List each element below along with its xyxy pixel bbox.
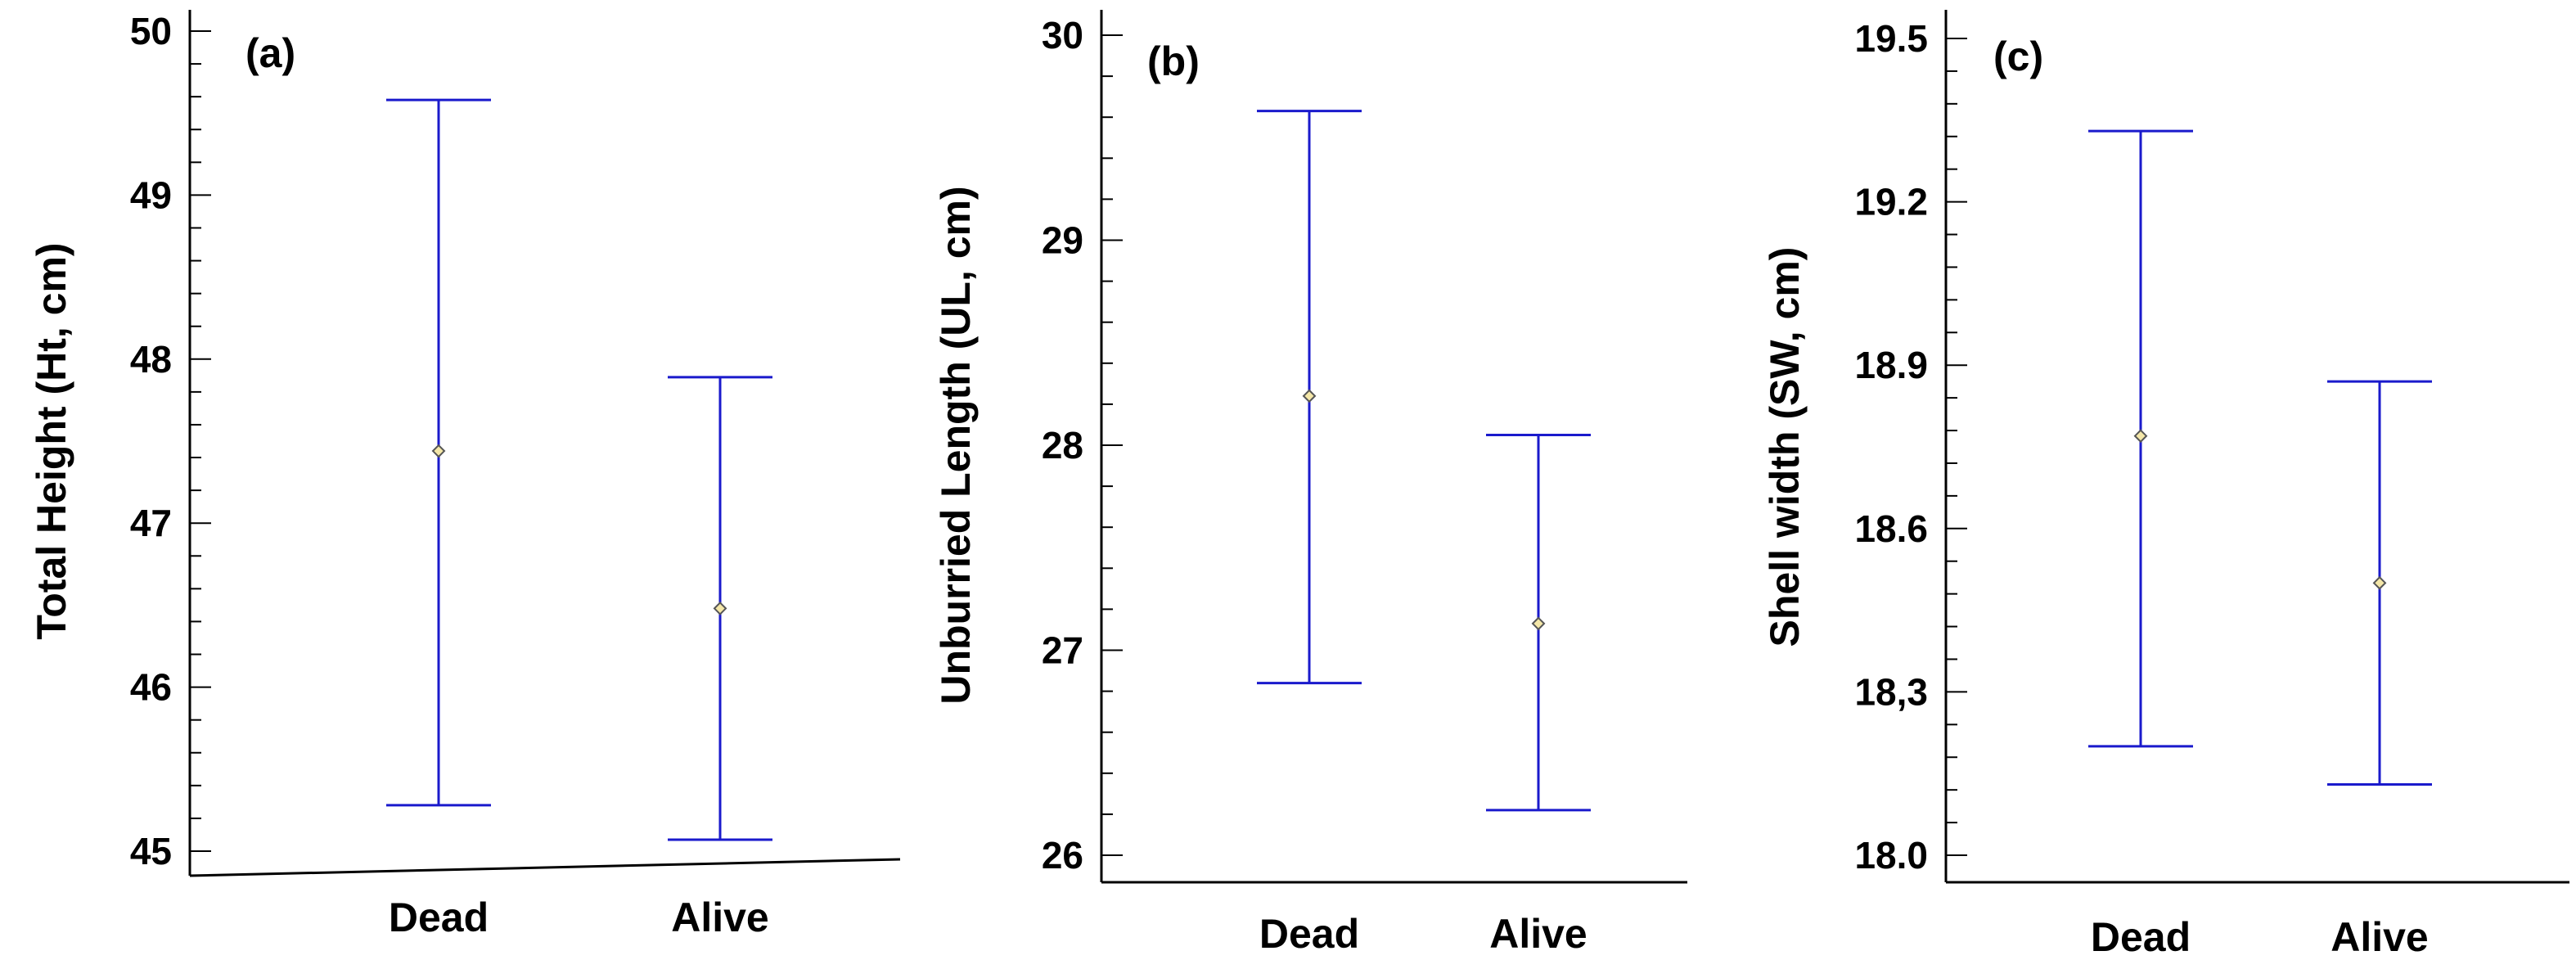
y-tick-label: 45 xyxy=(130,830,172,872)
y-axis-label: Total Height (Ht, cm) xyxy=(29,242,74,639)
panel-c: 18.0 18,3 18.6 18.9 19.2 19.5 Shell width (SW,… xyxy=(1762,10,2569,960)
x-axis-line xyxy=(189,858,901,877)
mean-point-alive xyxy=(713,601,727,615)
y-tick-label: 18.0 xyxy=(1854,834,1928,877)
y-tick-label: 26 xyxy=(1042,834,1083,877)
x-category-label: Dead xyxy=(2091,914,2191,960)
panel-label: (c) xyxy=(1993,34,2043,79)
mean-point-alive xyxy=(2372,575,2387,590)
x-category-label: Alive xyxy=(671,895,769,940)
y-tick-label: 27 xyxy=(1042,629,1083,672)
x-category-label: Alive xyxy=(2331,914,2429,960)
y-tick-label: 47 xyxy=(130,502,172,544)
y-tick-label: 48 xyxy=(130,338,172,381)
mean-point-dead xyxy=(1302,389,1317,403)
y-tick-label: 50 xyxy=(130,10,172,52)
panel-a: 45 46 47 48 49 50 Total Height (Ht, cm) (a) Dead… xyxy=(29,10,901,940)
y-tick-label: 29 xyxy=(1042,219,1083,262)
mean-point-dead xyxy=(2133,429,2148,444)
x-category-label: Dead xyxy=(389,895,489,940)
mean-point-dead xyxy=(431,444,446,458)
y-axis-label: Shell width (SW, cm) xyxy=(1762,247,1808,647)
y-tick-label: 18,3 xyxy=(1854,670,1928,713)
y-tick-label: 18.9 xyxy=(1854,344,1928,386)
x-category-label: Alive xyxy=(1489,911,1587,957)
mean-point-alive xyxy=(1531,616,1546,631)
panel-b: 26 27 28 29 30 Unburried Length (UL, cm) (b) De… xyxy=(933,10,1687,957)
y-tick-label: 18.6 xyxy=(1854,507,1928,550)
x-category-label: Dead xyxy=(1259,911,1359,957)
y-tick-label: 46 xyxy=(130,666,172,709)
y-tick-label: 19.2 xyxy=(1854,181,1928,223)
y-tick-label: 28 xyxy=(1042,424,1083,466)
y-tick-label: 30 xyxy=(1042,14,1083,56)
y-tick-label: 19.5 xyxy=(1854,17,1928,60)
panel-label: (b) xyxy=(1147,38,1200,84)
panel-label: (a) xyxy=(245,30,295,76)
y-tick-label: 49 xyxy=(130,174,172,216)
y-axis-label: Unburried Length (UL, cm) xyxy=(933,186,979,704)
